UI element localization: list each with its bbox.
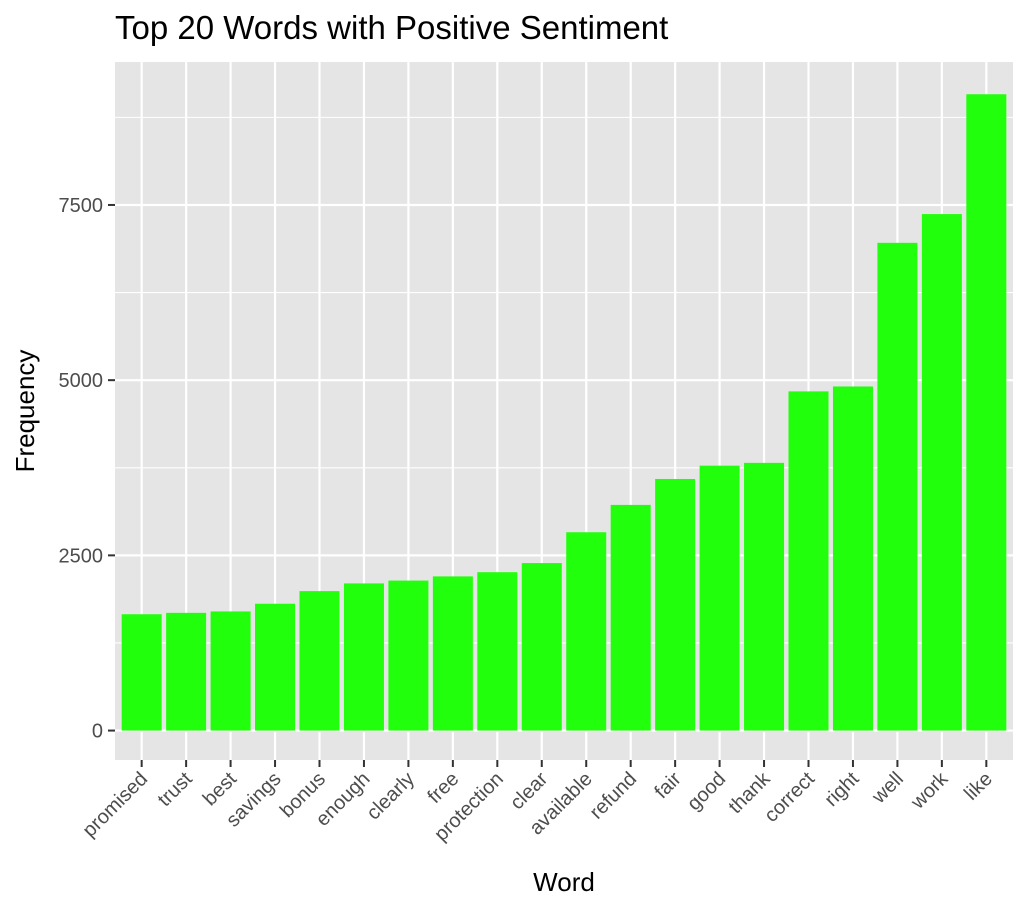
- x-tick-label: work: [906, 767, 953, 814]
- x-tick-label: fair: [650, 768, 685, 803]
- bar-best: [210, 611, 251, 731]
- bar-right: [832, 386, 873, 731]
- bar-correct: [788, 391, 829, 731]
- y-tick-label: 5000: [59, 370, 104, 392]
- x-tick-label: right: [820, 768, 863, 811]
- bar-fair: [655, 478, 696, 731]
- bar-clear: [521, 563, 562, 731]
- chart-title: Top 20 Words with Positive Sentiment: [115, 9, 668, 46]
- bar-well: [877, 242, 918, 731]
- x-tick-label: correct: [760, 768, 819, 827]
- x-tick-label: refund: [586, 768, 642, 824]
- bar-available: [566, 532, 607, 731]
- y-axis: 0 2500 5000 7500: [59, 195, 115, 743]
- x-axis-title: Word: [533, 867, 595, 897]
- x-tick-label: trust: [154, 768, 197, 811]
- x-tick-label: clearly: [363, 768, 419, 824]
- bar-good: [699, 465, 740, 731]
- bar-bonus: [299, 591, 340, 731]
- y-axis-title: Frequency: [10, 350, 40, 473]
- y-tick-label: 7500: [59, 195, 104, 217]
- y-tick-label: 0: [92, 721, 103, 743]
- bar-enough: [343, 583, 384, 731]
- y-tick-label: 2500: [59, 545, 104, 567]
- bar-savings: [255, 603, 296, 731]
- bar-refund: [610, 504, 651, 731]
- x-tick-label: promised: [78, 768, 152, 842]
- bar-promised: [121, 614, 162, 731]
- plot-panel: [115, 62, 1013, 760]
- bar-work: [921, 214, 962, 731]
- bar-clearly: [388, 580, 429, 731]
- x-tick-label: well: [867, 768, 908, 809]
- bars: [121, 94, 1007, 731]
- x-tick-label: good: [683, 768, 730, 815]
- bar-free: [432, 576, 473, 731]
- bar-like: [966, 94, 1007, 731]
- bar-trust: [166, 612, 207, 731]
- x-tick-label: like: [960, 768, 997, 805]
- bar-protection: [477, 572, 518, 731]
- x-axis: promised trust bestsavingsbonusenoughclear…: [78, 760, 997, 846]
- bar-thank: [744, 462, 785, 731]
